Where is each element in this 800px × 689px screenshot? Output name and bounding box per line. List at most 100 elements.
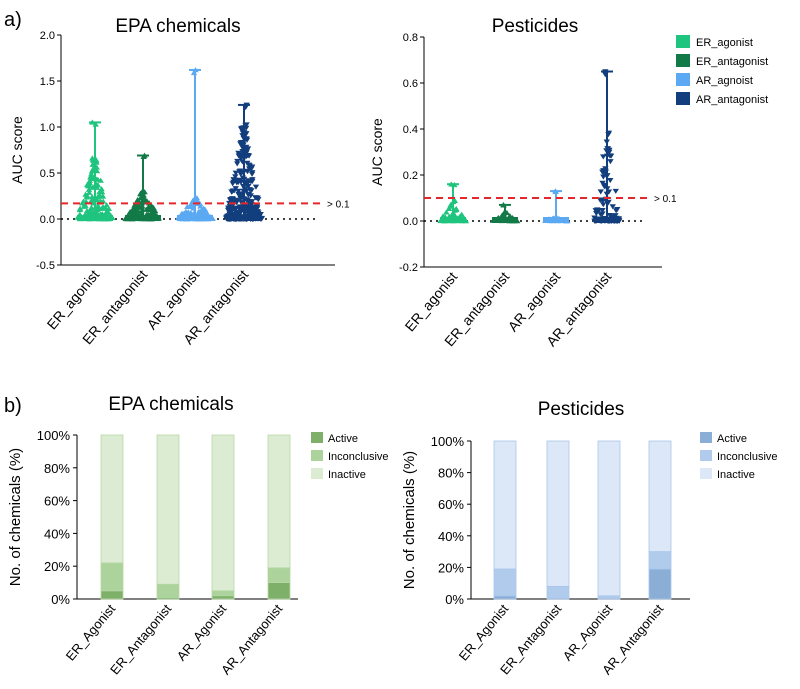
data-point (253, 195, 260, 201)
bar-segment-active (267, 582, 291, 600)
data-point (86, 189, 93, 195)
legend-swatch (676, 35, 690, 48)
series-ER_agonist (74, 119, 116, 222)
data-point (137, 190, 144, 196)
data-point (225, 207, 232, 213)
data-point (129, 209, 137, 215)
series-dense-band (492, 217, 518, 223)
bar-segment-inactive (546, 440, 570, 587)
data-point (240, 208, 248, 214)
data-point (612, 188, 619, 194)
data-point (248, 188, 255, 194)
y-axis-label: No. of chemicals (%) (7, 448, 24, 586)
x-category-label: ER_Agonist (63, 601, 119, 664)
chart-title: EPA chemicals (108, 394, 233, 415)
data-point (82, 191, 89, 197)
data-point (88, 172, 95, 178)
data-point (188, 203, 195, 209)
bar-segment-inactive (648, 440, 672, 552)
data-point (96, 192, 103, 198)
data-point (235, 179, 242, 186)
bar-segment-inactive (100, 434, 124, 564)
series-ER_antagonist (122, 152, 162, 222)
y-tick-label: 80% (438, 466, 464, 481)
data-point (90, 175, 98, 182)
data-point (138, 208, 145, 214)
data-point (246, 199, 254, 205)
y-tick-label: 60% (438, 497, 464, 512)
bar-stack (546, 440, 570, 600)
data-point (88, 193, 96, 200)
data-point (85, 186, 93, 192)
legend-label: AR_agnoist (696, 75, 753, 87)
data-point (244, 178, 252, 184)
series-dense-band (543, 217, 569, 223)
y-tick-label: 100% (37, 428, 71, 443)
bar-segment-inactive (493, 440, 517, 570)
data-point (92, 204, 99, 210)
data-point (252, 184, 260, 190)
data-point (604, 153, 611, 159)
data-point (184, 203, 191, 210)
data-point (94, 207, 101, 213)
data-point (246, 206, 253, 212)
data-point (229, 181, 236, 187)
series-AR_antagonist (223, 102, 265, 222)
y-tick-label: 0.0 (40, 214, 55, 226)
data-point (239, 175, 247, 181)
bar-segment-active (100, 590, 124, 600)
data-point (603, 139, 610, 145)
legend-label: ER_antagonist (696, 56, 768, 68)
series-dense-band (125, 215, 161, 221)
data-point (602, 166, 609, 172)
data-point (93, 184, 101, 190)
data-point (604, 186, 611, 192)
y-axis-label: AUC score (369, 118, 385, 186)
epa-stacked-bar-chart: EPA chemicals No. of chemicals (%) 100% 80%… (7, 394, 389, 677)
legend-label: AR_antagonist (696, 94, 768, 106)
x-category-label: ER_Antagonist (107, 601, 174, 677)
data-point (239, 127, 246, 133)
data-point (450, 199, 457, 205)
data-point (239, 159, 246, 165)
legend-swatch (311, 432, 323, 443)
data-point (242, 122, 249, 128)
series-AR_agnoist (542, 188, 571, 224)
data-point (225, 205, 232, 211)
data-point (606, 212, 614, 219)
data-point (83, 207, 91, 213)
data-point (195, 208, 203, 214)
y-tick-label: -0.2 (399, 262, 418, 274)
y-tick-label: 100% (431, 434, 465, 449)
data-point (240, 142, 247, 148)
data-point (236, 206, 243, 212)
legend-label: Inconclusive (717, 451, 778, 463)
legend-swatch (700, 468, 712, 479)
data-point (246, 163, 253, 169)
legend-swatch (311, 450, 323, 461)
data-point (248, 166, 255, 172)
data-point (248, 171, 256, 177)
y-tick-label: 40% (438, 529, 464, 544)
y-tick-label: 1.5 (40, 76, 55, 88)
bar-stack (597, 440, 621, 600)
data-point (607, 177, 614, 184)
panel-label-a: a) (4, 9, 22, 31)
data-point (602, 72, 609, 78)
data-point (595, 208, 602, 214)
y-tick-label: 0.4 (403, 124, 418, 136)
bar-segment-inactive (267, 434, 291, 569)
legend-swatch (676, 54, 690, 67)
data-point (94, 182, 101, 188)
y-tick-label: 0% (445, 592, 464, 607)
data-point (506, 213, 514, 219)
data-point (605, 189, 613, 195)
bar-segment-active (648, 568, 672, 600)
series-dense-band (594, 217, 620, 223)
legend-swatch (700, 432, 712, 443)
data-point (190, 70, 198, 76)
y-tick-label: 0.0 (403, 216, 418, 228)
data-point (76, 206, 84, 213)
bar-segment-inconclusive (648, 551, 672, 570)
y-tick-label: -0.5 (36, 260, 55, 272)
